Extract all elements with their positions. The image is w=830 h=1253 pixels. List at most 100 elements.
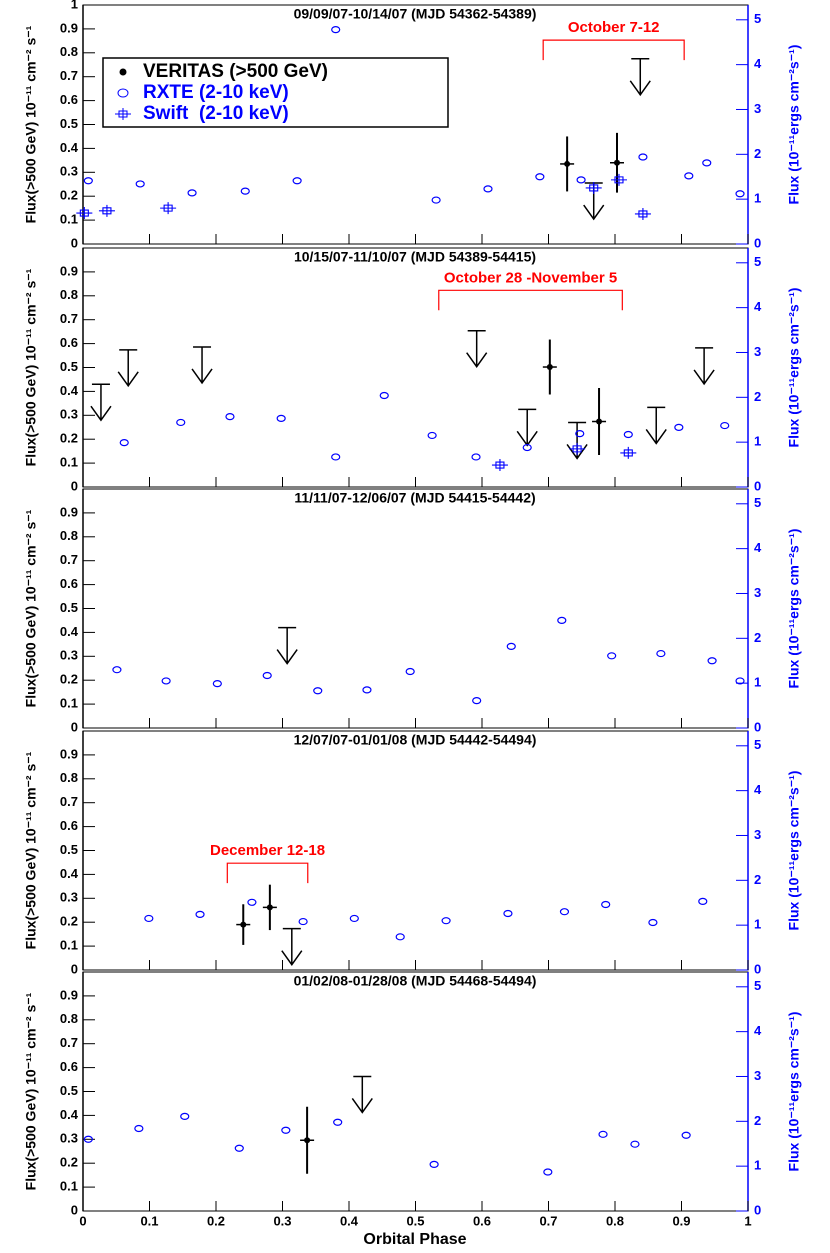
dot	[304, 1137, 311, 1144]
panel: 09/09/07-10/14/07 (MJD 54362-54389) 0 0.1 0…	[23, 0, 802, 250]
rxte-point	[234, 1144, 244, 1152]
panel: 01/02/08-01/28/08 (MJD 54468-54494) 0 0.1 0…	[23, 971, 802, 1248]
rxte-point	[240, 187, 250, 195]
y2-tick-label: 2	[754, 630, 761, 645]
upper-limit	[645, 406, 667, 445]
y-tick-label: 0.9	[60, 20, 78, 35]
y-tick-label: 0.1	[60, 212, 78, 227]
rxte-point	[349, 914, 359, 923]
y2-tick-label: 2	[754, 872, 761, 887]
rxte-point	[119, 439, 129, 447]
rxte-point	[212, 680, 222, 688]
y2-tick-label: 5	[754, 737, 761, 752]
y-tick-label: 0.1	[60, 938, 78, 953]
swift-point	[634, 207, 651, 220]
rxte-point	[134, 1124, 144, 1133]
x-tick-label: 0.2	[207, 1213, 225, 1228]
y-tick-label: 0.2	[60, 188, 78, 203]
data-point	[592, 388, 607, 455]
y-tick-label: 1	[71, 0, 78, 11]
y-tick-label: 0.4	[60, 1107, 79, 1122]
rxte-point	[276, 414, 286, 422]
swift-point	[491, 459, 508, 472]
x-tick-label: 0.1	[140, 1213, 158, 1228]
dot	[564, 160, 571, 167]
rxte-point	[630, 1140, 640, 1148]
annotation: October 28 -November 5	[444, 269, 617, 286]
x-tick-label: 1	[744, 1213, 751, 1228]
rxte-point	[720, 421, 730, 430]
legend-ellipse	[117, 88, 129, 98]
rxte-point	[144, 914, 154, 923]
y-tick-label: 0.6	[60, 92, 78, 107]
rxte-point	[333, 1118, 343, 1126]
rxte-point	[298, 917, 308, 926]
panel-title: 10/15/07-11/10/07 (MJD 54389-54415)	[294, 249, 536, 265]
y-axis-label: Flux(>500 GeV) 10⁻¹¹ cm⁻² s⁻¹	[23, 992, 39, 1190]
rxte-point	[441, 917, 451, 925]
rxte-point	[362, 686, 372, 694]
upper-limit	[90, 383, 112, 422]
rxte-point	[598, 1130, 608, 1138]
rxte-point	[195, 910, 205, 918]
y-tick-label: 0.3	[60, 164, 78, 179]
rxte-point	[176, 418, 186, 427]
x-axis-label: Orbital Phase	[363, 1231, 466, 1248]
panel: 12/07/07-01/01/08 (MJD 54442-54494) 0 0.1 0…	[23, 730, 802, 976]
plot-frame	[82, 247, 749, 488]
y2-tick-label: 1	[754, 1158, 761, 1173]
swift-point	[585, 181, 602, 194]
y-tick-label: 0.9	[60, 504, 78, 519]
rxte-point	[522, 443, 532, 452]
y-tick-label: 0.5	[60, 1083, 78, 1098]
y2-tick-label: 1	[754, 917, 761, 932]
y-axis-label: Flux(>500 GeV) 10⁻¹¹ cm⁻² s⁻¹	[23, 25, 39, 223]
y-tick-label: 0.7	[60, 552, 78, 567]
y-tick-label: 0.5	[60, 842, 78, 857]
y2-tick-label: 5	[754, 978, 761, 993]
data-point	[609, 132, 624, 193]
rxte-point	[559, 908, 570, 916]
x-tick-label: 0	[79, 1213, 86, 1228]
swift-point	[569, 442, 586, 455]
panel-title: 12/07/07-01/01/08 (MJD 54442-54494)	[294, 732, 537, 748]
rxte-point	[483, 185, 493, 193]
y-tick-label: 0	[71, 961, 78, 976]
y-tick-label: 0.1	[60, 1179, 78, 1194]
y-tick-label: 0.8	[60, 528, 78, 543]
y-tick-label: 0.3	[60, 648, 78, 663]
swift-point	[160, 202, 177, 215]
upper-limit	[516, 408, 538, 447]
rxte-point	[735, 677, 745, 685]
rxte-point	[135, 180, 145, 188]
rxte-point	[405, 667, 415, 676]
legend-box	[102, 57, 449, 128]
rxte-point	[247, 898, 257, 906]
y-tick-label: 0	[71, 235, 78, 250]
rxte-point	[472, 697, 482, 705]
rxte-point	[575, 430, 585, 438]
y-tick-label: 0.6	[60, 335, 78, 350]
y2-tick-label: 3	[754, 1068, 761, 1083]
y2-tick-label: 4	[754, 56, 762, 71]
y2-tick-label: 0	[754, 961, 761, 976]
rxte-point	[225, 413, 235, 421]
rxte-point	[83, 1135, 93, 1143]
y-tick-label: 0.7	[60, 68, 78, 83]
y2-tick-label: 0	[754, 719, 761, 734]
y2-axis-label: Flux (10⁻¹¹ergs cm⁻²s⁻¹)	[786, 529, 802, 689]
y2-tick-label: 1	[754, 675, 761, 690]
dot	[546, 364, 553, 371]
rxte-point	[187, 189, 197, 197]
y2-tick-label: 0	[754, 478, 761, 493]
dot	[613, 159, 620, 166]
y2-tick-label: 1	[754, 434, 761, 449]
rxte-point	[735, 190, 745, 198]
legend-symbol	[117, 88, 129, 98]
y-tick-label: 0.7	[60, 311, 78, 326]
y-tick-label: 0.2	[60, 1155, 78, 1170]
rxte-point	[429, 1160, 439, 1168]
panel-title: 01/02/08-01/28/08 (MJD 54468-54494)	[294, 973, 537, 989]
swift-point	[98, 204, 115, 217]
